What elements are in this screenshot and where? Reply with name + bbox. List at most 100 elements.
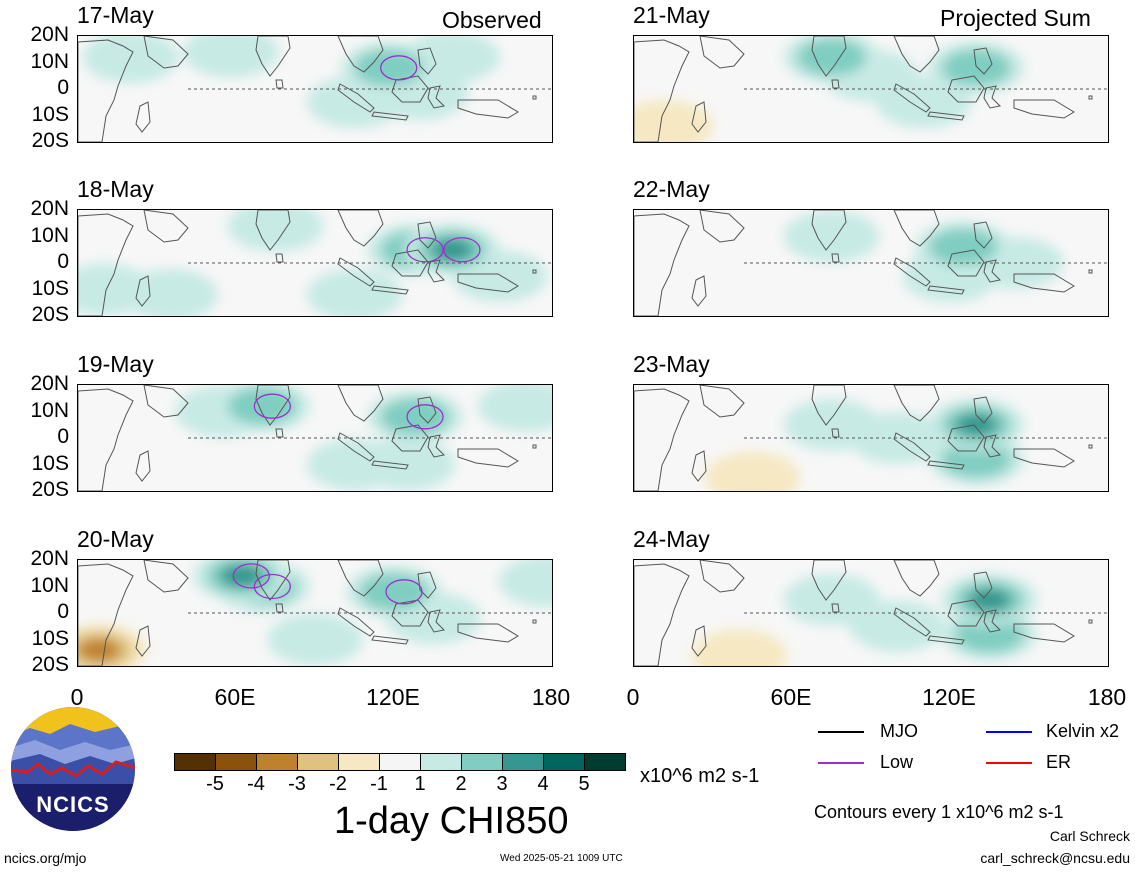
colorbar-title: 1-day CHI850 <box>334 800 569 842</box>
coastline <box>391 75 429 103</box>
coastline <box>811 560 847 601</box>
coastline <box>1088 619 1093 624</box>
coastline <box>973 396 993 424</box>
coastline <box>973 221 993 249</box>
coastline <box>135 450 151 482</box>
coastline <box>427 434 446 458</box>
colorbar-units: x10^6 m2 s-1 <box>640 765 760 787</box>
coastline <box>983 609 1002 633</box>
lat-label: 20N <box>30 547 69 570</box>
credit-name: Carl Schreck <box>1049 828 1130 844</box>
coastline <box>255 385 291 426</box>
coastline <box>983 259 1002 283</box>
coastline <box>893 385 940 422</box>
panel-date: 20-May <box>77 526 154 552</box>
coastline <box>532 619 537 624</box>
coastline <box>691 101 707 133</box>
colorbar-swatch <box>584 753 626 771</box>
lat-label: 20N <box>30 372 69 395</box>
site-link[interactable]: ncics.org/mjo <box>4 850 87 866</box>
lat-label: 10N <box>30 49 69 73</box>
chi850-anomaly <box>227 387 297 425</box>
lat-label: 0 <box>57 76 69 99</box>
coastline <box>337 210 384 247</box>
low-contour <box>443 237 481 263</box>
coastline <box>973 47 993 75</box>
legend-low-line <box>818 762 864 764</box>
lat-label: 0 <box>57 600 69 623</box>
lon-label: 60E <box>770 684 812 710</box>
chi850-anomaly <box>783 398 880 451</box>
coastline <box>427 609 446 633</box>
legend-low-label: Low <box>880 752 914 772</box>
timestamp: Wed 2025-05-21 1009 UTC <box>500 853 623 864</box>
coastline <box>337 432 375 462</box>
chi850-anomaly <box>498 560 552 608</box>
coastline <box>275 603 284 613</box>
coastline <box>634 563 690 666</box>
map-panel <box>77 559 553 667</box>
legend-mjo-line <box>818 731 864 733</box>
coastline <box>371 635 409 645</box>
coastline <box>275 428 284 438</box>
coastline <box>831 603 840 613</box>
coastline <box>371 111 409 121</box>
coastline <box>457 623 519 643</box>
panel-date: 19-May <box>77 351 154 377</box>
lat-label: 0 <box>57 425 69 448</box>
colorbar-swatch <box>215 753 257 771</box>
map-panel <box>633 559 1109 667</box>
lon-label: 0 <box>626 684 640 710</box>
lat-label: 10S <box>31 102 69 126</box>
coastline <box>893 257 931 287</box>
chi850-anomaly <box>783 210 880 263</box>
coastline <box>391 424 429 452</box>
observed-header: Observed <box>442 7 542 33</box>
chi850-anomaly <box>928 228 998 266</box>
coastline <box>135 101 151 133</box>
chi850-anomaly <box>796 38 867 76</box>
panel-date: 23-May <box>633 351 710 377</box>
chi850-anomaly <box>691 629 788 666</box>
coastline <box>78 213 134 316</box>
coastline <box>78 388 134 491</box>
coastline <box>947 599 985 627</box>
lat-label: 10N <box>30 573 69 597</box>
panel-date: 18-May <box>77 176 154 202</box>
colorbar-swatch <box>461 753 503 771</box>
coastline <box>255 560 291 601</box>
low-contour <box>406 237 444 263</box>
low-contour <box>253 573 291 600</box>
coastline <box>371 460 409 470</box>
coastline <box>893 83 931 113</box>
colorbar-tick: -5 <box>206 773 224 795</box>
credit-email[interactable]: carl_schreck@ncsu.edu <box>980 850 1130 866</box>
coastline <box>457 448 519 468</box>
lat-label: 10S <box>31 276 69 300</box>
legend-er-label: ER <box>1046 752 1072 772</box>
chi850-anomaly <box>477 385 552 433</box>
colorbar-swatch <box>256 753 298 771</box>
coastline <box>811 385 847 426</box>
coastline <box>634 388 690 491</box>
coastline <box>78 39 134 142</box>
coastline <box>634 213 690 316</box>
coastline <box>1013 448 1075 468</box>
lat-label: 20S <box>31 129 69 152</box>
coastline <box>947 75 985 103</box>
coastline <box>811 210 847 251</box>
chi850-anomaly <box>82 36 179 84</box>
chi850-anomaly <box>354 49 424 87</box>
coastline <box>691 625 707 657</box>
chi850-anomaly <box>783 573 880 626</box>
coastline <box>699 36 745 69</box>
coastline <box>973 571 993 599</box>
low-contour <box>406 404 444 430</box>
logo-text: NCICS <box>36 792 109 817</box>
coastline <box>947 424 985 452</box>
lon-label: 120E <box>922 684 976 710</box>
colorbar-tick: -1 <box>370 773 388 795</box>
coastline <box>143 210 189 243</box>
coastline <box>427 85 446 109</box>
coastline <box>1013 623 1075 643</box>
